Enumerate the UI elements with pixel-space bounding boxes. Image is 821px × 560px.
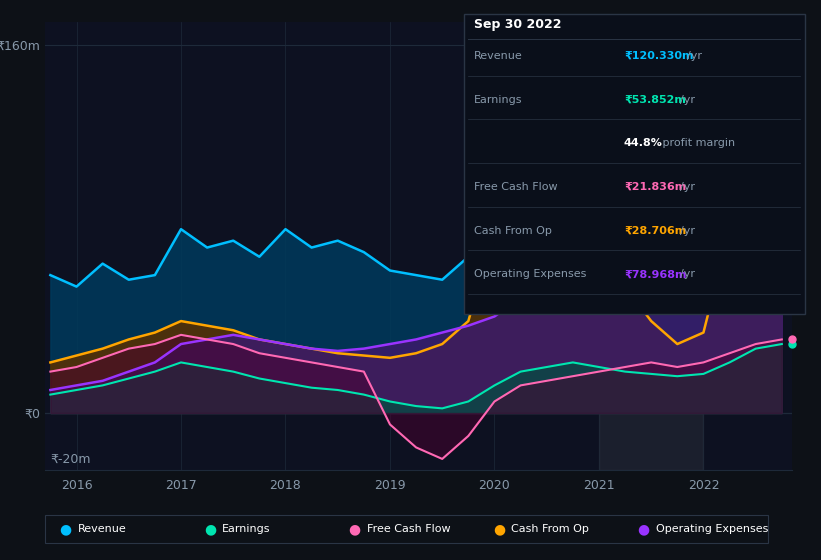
Text: ₹21.836m: ₹21.836m (624, 182, 686, 192)
Text: ₹-20m: ₹-20m (50, 452, 91, 465)
Text: /yr: /yr (680, 182, 695, 192)
Text: ●: ● (60, 522, 71, 536)
Text: Earnings: Earnings (474, 95, 522, 105)
Text: ₹28.706m: ₹28.706m (624, 226, 686, 236)
Text: ●: ● (493, 522, 505, 536)
Text: ₹78.968m: ₹78.968m (624, 269, 686, 279)
Text: /yr: /yr (680, 226, 695, 236)
Text: ₹120.330m: ₹120.330m (624, 51, 694, 61)
Text: /yr: /yr (686, 51, 702, 61)
Text: Free Cash Flow: Free Cash Flow (367, 524, 450, 534)
Text: ●: ● (638, 522, 649, 536)
Text: Operating Expenses: Operating Expenses (474, 269, 586, 279)
Text: Revenue: Revenue (474, 51, 522, 61)
Text: ●: ● (349, 522, 360, 536)
Text: Revenue: Revenue (78, 524, 126, 534)
Text: profit margin: profit margin (659, 138, 735, 148)
Bar (599, 22, 704, 470)
Text: Sep 30 2022: Sep 30 2022 (474, 18, 562, 31)
Text: Earnings: Earnings (222, 524, 271, 534)
Text: Free Cash Flow: Free Cash Flow (474, 182, 557, 192)
Text: /yr: /yr (680, 95, 695, 105)
Text: Operating Expenses: Operating Expenses (656, 524, 768, 534)
Text: ₹53.852m: ₹53.852m (624, 95, 686, 105)
Text: Cash From Op: Cash From Op (511, 524, 589, 534)
Text: 44.8%: 44.8% (624, 138, 663, 148)
Text: /yr: /yr (680, 269, 695, 279)
Text: Cash From Op: Cash From Op (474, 226, 552, 236)
Text: ●: ● (204, 522, 216, 536)
